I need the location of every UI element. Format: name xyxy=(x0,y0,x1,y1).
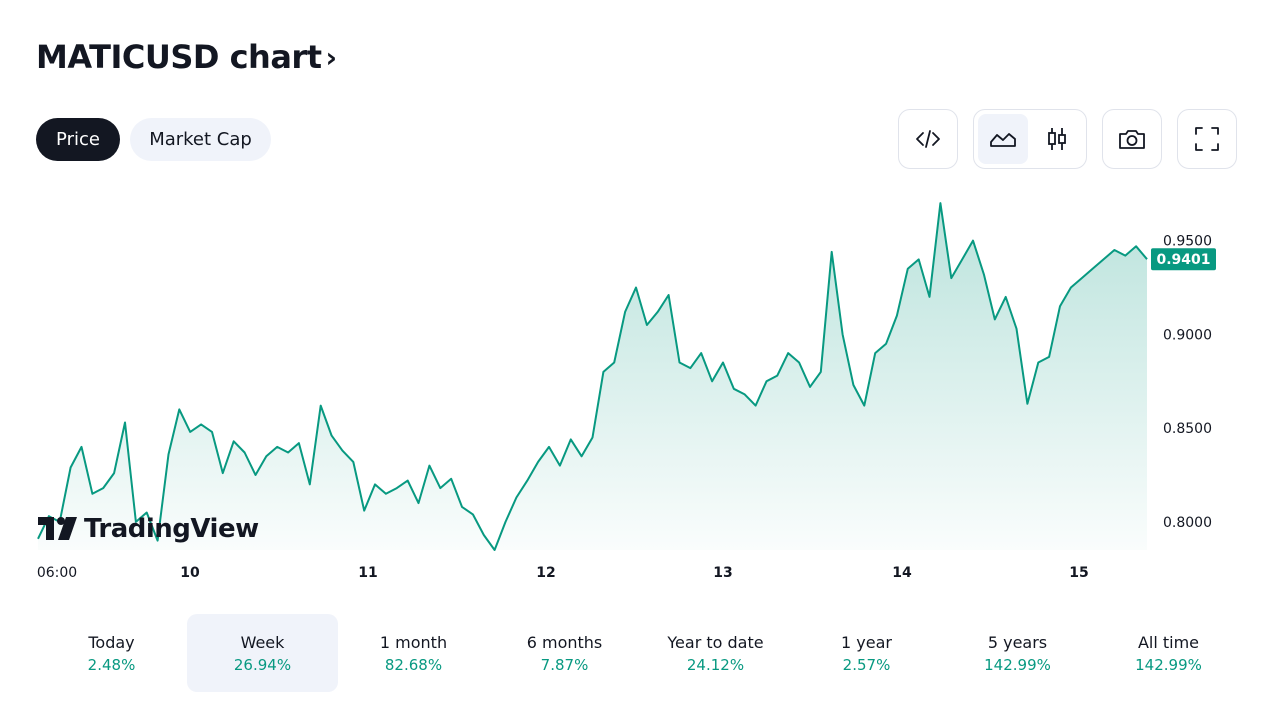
tradingview-logo-icon xyxy=(38,517,77,540)
x-tick-label: 11 xyxy=(358,565,377,581)
tradingview-watermark: TradingView xyxy=(38,514,260,544)
price-chart[interactable]: 06:00 10 11 12 13 14 15 0.9500 0.9000 0.8500 0.80… xyxy=(0,175,1280,595)
price-area-fill xyxy=(38,203,1147,550)
y-tick-label: 0.8000 xyxy=(1163,515,1212,531)
period-year-to-date[interactable]: Year to date 24.12% xyxy=(640,614,791,692)
x-tick-label: 12 xyxy=(536,565,555,581)
period-change: 26.94% xyxy=(233,655,292,674)
snapshot-button[interactable] xyxy=(1102,109,1162,169)
candles-chart-button[interactable] xyxy=(1032,114,1082,164)
period-label: Today xyxy=(88,632,135,652)
fullscreen-button[interactable] xyxy=(1177,109,1237,169)
x-tick-label: 06:00 xyxy=(37,565,77,581)
period-1-month[interactable]: 1 month 82.68% xyxy=(338,614,489,692)
embed-code-icon xyxy=(916,130,940,148)
chart-style-group xyxy=(973,109,1087,169)
price-line xyxy=(37,202,1148,551)
camera-icon xyxy=(1119,130,1145,149)
x-tick-label: 13 xyxy=(713,565,732,581)
period-change: 142.99% xyxy=(1135,655,1202,674)
period-all-time[interactable]: All time 142.99% xyxy=(1093,614,1244,692)
period-today[interactable]: Today 2.48% xyxy=(36,614,187,692)
period-1-year[interactable]: 1 year 2.57% xyxy=(791,614,942,692)
period-change: 24.12% xyxy=(686,655,745,674)
period-6-months[interactable]: 6 months 7.87% xyxy=(489,614,640,692)
period-label: All time xyxy=(1137,632,1200,652)
period-label: Year to date xyxy=(667,632,764,652)
x-tick-label: 15 xyxy=(1069,565,1088,581)
period-change: 2.57% xyxy=(842,655,891,674)
y-tick-label: 0.9000 xyxy=(1163,327,1212,343)
area-chart-button[interactable] xyxy=(978,114,1028,164)
last-price-badge xyxy=(1151,248,1216,271)
y-tick-label: 0.8500 xyxy=(1163,421,1212,437)
page-title-text: MATICUSD chart xyxy=(36,38,322,76)
period-label: 1 year xyxy=(841,632,892,652)
period-label: Week xyxy=(240,632,285,652)
last-price-label: 0.9401 xyxy=(1156,252,1210,268)
period-label: 1 month xyxy=(379,632,448,652)
tradingview-wordmark: TradingView xyxy=(84,514,259,544)
page-title[interactable]: MATICUSD chart › xyxy=(36,38,337,76)
candles-icon xyxy=(1048,128,1066,150)
period-change: 2.48% xyxy=(87,655,136,674)
period-week[interactable]: Week 26.94% xyxy=(187,614,338,692)
x-tick-label: 10 xyxy=(180,565,200,581)
y-tick-label: 0.9500 xyxy=(1163,234,1212,250)
x-tick-label: 14 xyxy=(892,565,912,581)
market-cap-toggle-button[interactable]: Market Cap xyxy=(130,118,271,161)
area-chart-icon xyxy=(990,133,1016,147)
chevron-right-icon: › xyxy=(325,40,338,74)
period-label: 5 years xyxy=(987,632,1048,652)
period-5-years[interactable]: 5 years 142.99% xyxy=(942,614,1093,692)
period-change: 7.87% xyxy=(540,655,589,674)
period-change: 142.99% xyxy=(984,655,1051,674)
fullscreen-icon xyxy=(1195,127,1219,151)
period-change: 82.68% xyxy=(384,655,443,674)
period-label: 6 months xyxy=(526,632,603,652)
period-selector: Today 2.48% Week 26.94% 1 month 82.68% 6 mo… xyxy=(36,614,1244,692)
embed-button[interactable] xyxy=(898,109,958,169)
price-toggle-button[interactable]: Price xyxy=(36,118,120,161)
